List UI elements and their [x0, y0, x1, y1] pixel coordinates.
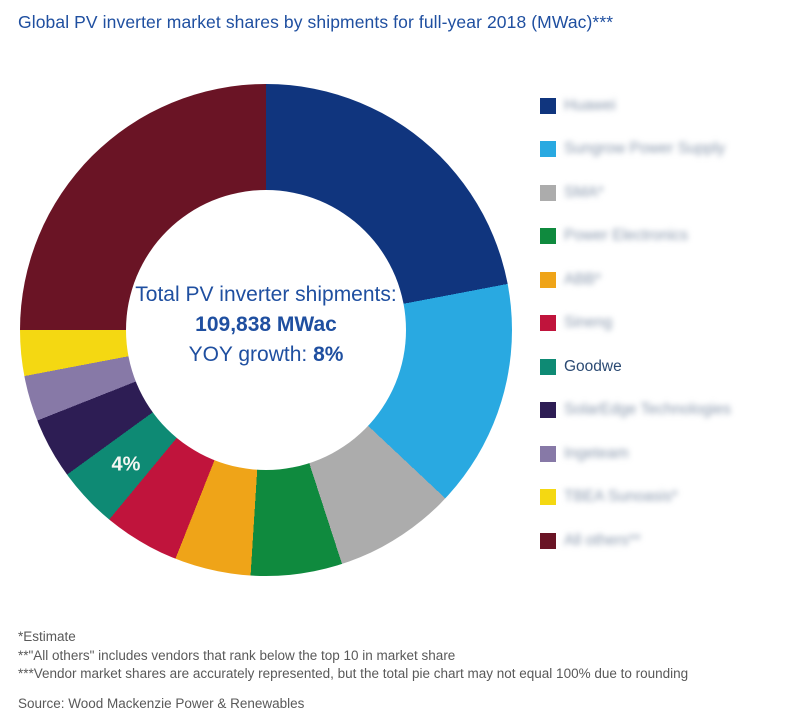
- center-line-total: 109,838 MWac: [195, 313, 337, 336]
- legend-item: SMA*: [540, 184, 731, 201]
- legend-item: Sungrow Power Supply: [540, 140, 731, 158]
- legend-swatch: [540, 315, 556, 331]
- legend-swatch: [540, 532, 556, 549]
- legend-label: ABB*: [564, 270, 602, 288]
- legend-swatch: [540, 358, 556, 375]
- legend-label: TBEA Sunoasis*: [564, 488, 678, 505]
- footnotes: *Estimate **"All others" includes vendor…: [18, 628, 688, 684]
- footnote-all-others: **"All others" includes vendors that ran…: [18, 647, 456, 663]
- donut-center-text: Total PV inverter shipments: 109,838 MWa…: [20, 280, 512, 370]
- legend-label: Sungrow Power Supply: [564, 140, 726, 157]
- legend-item: Power Electronics: [540, 227, 731, 245]
- legend-item: Huawei: [540, 97, 731, 114]
- donut-chart: Total PV inverter shipments: 109,838 MWa…: [20, 84, 512, 576]
- legend-item: TBEA Sunoasis*: [540, 488, 731, 506]
- legend-label: Ingeteam: [564, 444, 629, 462]
- legend-swatch: [540, 228, 556, 244]
- legend-item: Ingeteam: [540, 445, 731, 462]
- legend-swatch: [540, 141, 556, 157]
- legend-label: Sineng: [564, 314, 613, 331]
- legend-swatch: [540, 445, 556, 462]
- legend-swatch: [540, 97, 556, 114]
- legend-item: Goodwe: [540, 358, 731, 375]
- slice-label-goodwe: 4%: [111, 453, 141, 476]
- legend-label: SMA*: [564, 183, 604, 201]
- legend: Huawei Sungrow Power Supply SMA* Power Elec…: [540, 97, 731, 576]
- center-line-shipments: Total PV inverter shipments:: [135, 283, 397, 306]
- footnote-rounding: ***Vendor market shares are accurately r…: [18, 666, 689, 681]
- center-line-growth: YOY growth: 8%: [20, 340, 512, 370]
- chart-title: Global PV inverter market shares by ship…: [18, 12, 614, 32]
- growth-value: 8%: [313, 343, 344, 366]
- legend-label: Power Electronics: [564, 227, 689, 244]
- legend-item: Sineng: [540, 314, 731, 332]
- legend-swatch: [540, 402, 556, 418]
- legend-item: All others**: [540, 532, 731, 549]
- donut-hole: [126, 190, 406, 470]
- legend-swatch: [540, 271, 556, 288]
- footnote-estimate: *Estimate: [18, 629, 76, 644]
- legend-label: Goodwe: [564, 357, 622, 375]
- growth-label: YOY growth:: [188, 343, 308, 366]
- legend-item: ABB*: [540, 271, 731, 288]
- legend-label: SolarEdge Technologies: [564, 401, 731, 418]
- legend-label: Huawei: [564, 96, 616, 114]
- legend-swatch: [540, 184, 556, 201]
- legend-label: All others**: [564, 531, 641, 549]
- legend-item: SolarEdge Technologies: [540, 401, 731, 419]
- legend-swatch: [540, 489, 556, 505]
- source-line: Source: Wood Mackenzie Power & Renewable…: [18, 696, 305, 711]
